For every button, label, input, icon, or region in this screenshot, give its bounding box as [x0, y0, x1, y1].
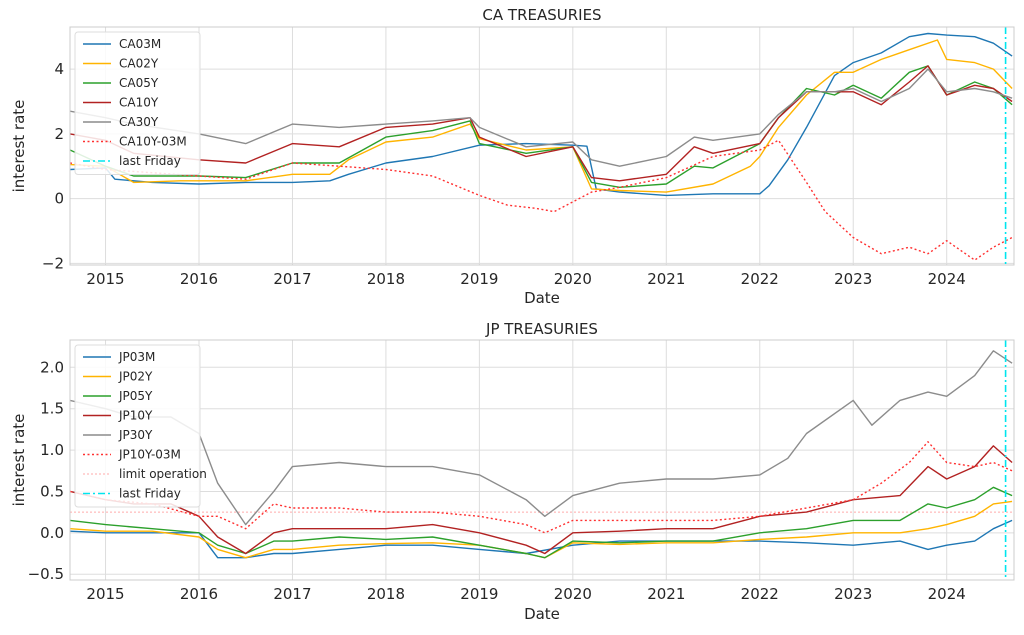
x-tick-label: 2021 [647, 270, 685, 288]
legend-label: JP10Y [118, 409, 153, 423]
series-group [70, 27, 1013, 265]
series-line-ca10y-03m [70, 139, 1013, 261]
x-tick-label: 2015 [86, 585, 124, 603]
legend-label: JP03M [118, 350, 155, 364]
x-tick-label: 2019 [460, 585, 498, 603]
legend-label: JP02Y [118, 370, 153, 384]
x-tick-label: 2023 [834, 270, 872, 288]
x-tick-label: 2018 [367, 270, 405, 288]
legend-label: CA03M [119, 37, 161, 51]
series-group [70, 340, 1014, 580]
x-tick-label: 2018 [367, 585, 405, 603]
series-line-jp30y [70, 350, 1013, 526]
plot-area [70, 340, 1014, 580]
series-line-ca30y [70, 68, 1013, 167]
y-tick-label: 4 [54, 60, 64, 78]
legend-box [74, 31, 201, 175]
x-tick-label: 2021 [647, 585, 685, 603]
x-axis-label: Date [524, 605, 560, 623]
x-tick-label: 2024 [928, 270, 966, 288]
plot-frame [69, 26, 1015, 266]
y-tick-label: 0.0 [40, 524, 64, 542]
y-tick-label: −0.5 [28, 565, 64, 583]
x-tick-label: 2023 [834, 585, 872, 603]
legend-box [74, 344, 201, 508]
y-tick-label: 2 [54, 125, 64, 143]
series-line-jp10y [70, 445, 1013, 555]
legend-label: CA10Y [119, 96, 159, 110]
legend-label: JP05Y [118, 389, 153, 403]
chart-title: JP TREASURIES [485, 320, 598, 338]
series-line-jp05y [70, 486, 1013, 559]
x-tick-label: 2022 [741, 270, 779, 288]
y-tick-label: 1.5 [40, 400, 64, 418]
x-tick-label: 2020 [554, 270, 592, 288]
legend-label: CA05Y [119, 76, 159, 90]
x-tick-label: 2016 [180, 270, 218, 288]
legend-label: CA30Y [119, 115, 159, 129]
y-tick-label: 1.0 [40, 441, 64, 459]
x-tick-label: 2024 [928, 585, 966, 603]
x-tick-label: 2017 [273, 270, 311, 288]
chart-jp: 2015 2016 2017 2018 2019 2020 2021 2022 2023 2024… [10, 320, 1015, 623]
plot-frame [69, 339, 1015, 581]
series-line-ca10y [70, 65, 1013, 182]
x-tick-label: 2022 [741, 585, 779, 603]
chart-title: CA TREASURIES [482, 6, 601, 24]
y-tick-label: −2 [42, 254, 64, 272]
series-line-jp10y-03m [70, 441, 1013, 534]
x-tick-label: 2020 [554, 585, 592, 603]
y-axis-label: interest rate [10, 100, 28, 193]
x-axis-label: Date [524, 289, 560, 307]
y-tick-label: 0 [54, 190, 64, 208]
x-tick-label: 2016 [180, 585, 218, 603]
y-tick-label: 2.0 [40, 358, 64, 376]
legend: CA03M CA02Y CA05Y CA10Y CA30Y CA10Y-03M last F… [74, 31, 201, 175]
legend-label: last Friday [119, 487, 181, 501]
legend-label: JP10Y-03M [118, 448, 181, 462]
legend-label: limit operation [119, 467, 207, 481]
legend-label: CA10Y-03M [119, 135, 187, 149]
plot-area [70, 27, 1014, 265]
legend: JP03M JP02Y JP05Y JP10Y JP30Y JP10Y-03M limit … [74, 344, 207, 508]
legend-label: last Friday [119, 154, 181, 168]
x-tick-label: 2015 [86, 270, 124, 288]
legend-label: JP30Y [118, 428, 153, 442]
y-tick-label: 0.5 [40, 482, 64, 500]
x-tick-label: 2017 [273, 585, 311, 603]
legend-label: CA02Y [119, 57, 159, 71]
y-axis-label: interest rate [10, 414, 28, 507]
x-tick-label: 2019 [460, 270, 498, 288]
chart-ca: 2015 2016 2017 2018 2019 2020 2021 2022 2023 2024… [10, 6, 1015, 307]
